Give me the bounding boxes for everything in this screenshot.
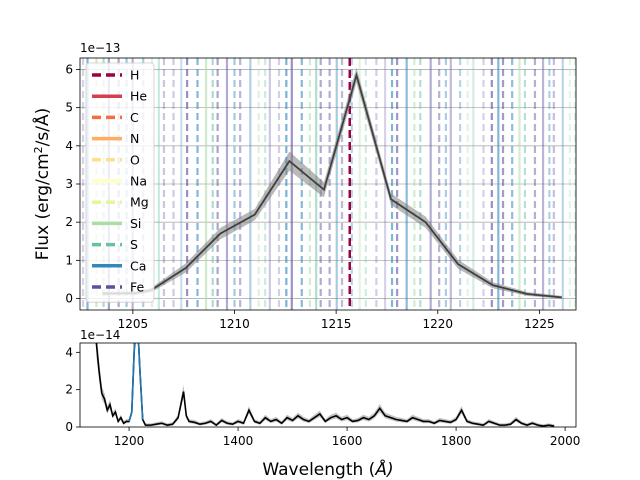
legend-label-n: N [130, 131, 139, 146]
bottom-series [95, 343, 555, 427]
y-tick-label: 2 [65, 383, 73, 397]
legend-label-he: He [130, 89, 147, 104]
legend-label-si: Si [130, 216, 141, 231]
x-tick-label: 1205 [118, 317, 149, 331]
top-y-axis-label: Flux (erg/cm2/s/Å) [31, 108, 53, 261]
y-tick-label: 2 [65, 215, 73, 229]
y-tick-label: 4 [65, 139, 73, 153]
legend-label-c: C [130, 110, 139, 125]
legend-label-s: S [130, 237, 138, 252]
y-tick-label: 1 [65, 253, 73, 267]
x-tick-label: 1800 [441, 434, 472, 448]
y-tick-label: 4 [65, 345, 73, 359]
bottom-y-ticks: 0 2 4 [65, 345, 80, 434]
legend-label-na: Na [130, 174, 147, 189]
top-offset-text: 1e−13 [80, 41, 120, 55]
bottom-plot-background [80, 343, 576, 427]
legend-label-ca: Ca [130, 258, 146, 273]
x-tick-label: 1215 [321, 317, 352, 331]
legend-label-h: H [130, 68, 139, 83]
x-tick-label: 1200 [114, 434, 145, 448]
x-tick-label: 1220 [422, 317, 453, 331]
top-x-ticks: 1205 1210 1215 1220 1225 [118, 310, 555, 331]
x-tick-label: 2000 [550, 434, 581, 448]
y-tick-label: 5 [65, 101, 73, 115]
zoom-region-line [128, 343, 144, 422]
y-tick-label: 0 [65, 292, 73, 306]
top-panel: 1205 1210 1215 1220 1225 0 1 2 3 4 5 6 1e−13 Flux … [31, 41, 577, 331]
error-band [102, 67, 562, 299]
top-grid [80, 69, 576, 299]
x-tick-label: 1210 [219, 317, 250, 331]
legend-label-o: O [130, 152, 140, 167]
bottom-x-axis-label: Wavelength (Å) [262, 458, 393, 480]
bottom-axes-frame [79, 342, 577, 428]
legend: H He CNO Na Mg Si S Ca Fe [85, 62, 155, 303]
x-tick-label: 1600 [332, 434, 363, 448]
legend-label-mg: Mg [130, 195, 149, 210]
bottom-x-ticks: 1200 1400 1600 1800 2000 [114, 427, 581, 448]
top-series [102, 67, 562, 299]
x-tick-label: 1400 [223, 434, 254, 448]
y-tick-label: 6 [65, 62, 73, 76]
flux-line [102, 71, 562, 299]
y-tick-label: 0 [65, 420, 73, 434]
top-y-ticks: 0 1 2 3 4 5 6 [65, 62, 80, 306]
y-tick-label: 3 [65, 177, 73, 191]
bottom-panel: 1200 1400 1600 1800 2000 0 2 4 1e−14 Wavelengt… [65, 328, 581, 480]
bottom-offset-text: 1e−14 [80, 328, 120, 342]
x-tick-label: 1225 [524, 317, 555, 331]
legend-label-fe: Fe [130, 280, 145, 295]
